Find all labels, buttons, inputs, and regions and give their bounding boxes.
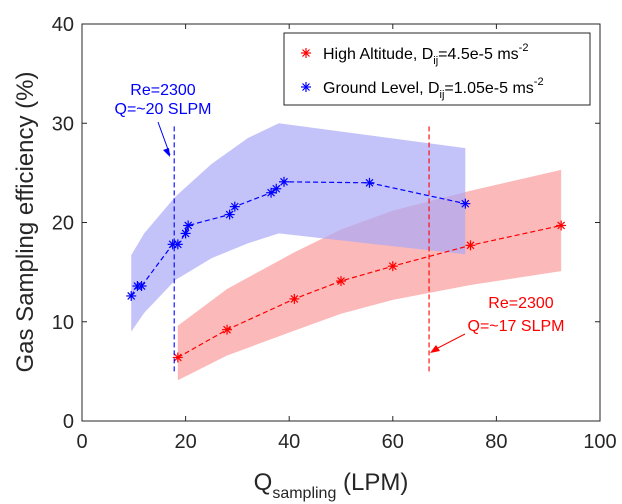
high-altitude-point: [336, 276, 346, 287]
ground-level-point: [126, 290, 137, 301]
x-axis-title-unit: (LPM): [336, 469, 408, 496]
reference-lines-layer: [173, 125, 430, 372]
ground-level-point: [229, 201, 240, 212]
annotation-blue-arrowhead: [163, 148, 170, 157]
annotation-red-arrowhead: [430, 345, 440, 353]
high-altitude-point: [289, 293, 300, 304]
y-axis-title: Gas Sampling efficiency (%): [12, 71, 39, 372]
x-axis-title-sub: sampling: [272, 485, 336, 502]
high-altitude-point: [172, 352, 183, 363]
ground-level-point: [271, 183, 282, 194]
x-tick-label-80: 80: [485, 431, 507, 453]
markers-layer: [126, 176, 567, 363]
x-axis-title-main: Q: [254, 469, 273, 496]
x-tick-label-40: 40: [278, 431, 300, 453]
ticks-layer: 0 20 40 60 80 100 0 10 20 30 40: [52, 14, 617, 453]
high-altitude-point: [465, 240, 476, 251]
legend-ground-level-asterisk: [301, 82, 311, 92]
ground-level-point: [364, 177, 375, 188]
ground-level-point: [266, 187, 277, 198]
ground-level-point: [279, 176, 290, 187]
y-tick-label-20: 20: [52, 213, 74, 235]
ground-level-band: [131, 123, 466, 332]
bands-layer: [131, 123, 562, 381]
high-altitude-point: [222, 324, 233, 335]
legend-label-ground-level: Ground Level, Dij=1.05e-5 ms-2: [323, 76, 544, 101]
legend-marker-ground-level: [301, 82, 311, 92]
x-axis-title: Qsampling (LPM): [254, 469, 409, 502]
ground-level-point: [172, 239, 183, 250]
annotation-blue-line1: Re=2300: [130, 82, 195, 99]
ground-level-point: [183, 220, 194, 231]
high-altitude-point: [556, 220, 567, 231]
annotation-red-line2: Q=~17 SLPM: [468, 318, 565, 335]
x-tick-label-0: 0: [76, 431, 87, 453]
annotation-red-line1: Re=2300: [488, 295, 553, 312]
annotation-red-arrow-shaft: [433, 333, 466, 351]
x-tick-label-100: 100: [583, 431, 616, 453]
x-tick-label-20: 20: [174, 431, 196, 453]
y-tick-label-30: 30: [52, 113, 74, 135]
annotations-layer: Re=2300 Q=~20 SLPM Re=2300 Q=~17 SLPM: [115, 82, 565, 353]
legend-high-altitude-asterisk: [301, 48, 311, 58]
legend-box: [283, 32, 591, 106]
ground-level-point: [136, 281, 147, 292]
legend-label-high-altitude: High Altitude, Dij=4.5e-5 ms-2: [323, 42, 528, 67]
ground-level-point: [460, 198, 471, 209]
ground-level-point: [180, 228, 191, 239]
y-tick-label-40: 40: [52, 14, 74, 36]
x-tick-label-60: 60: [382, 431, 404, 453]
y-tick-label-0: 0: [63, 411, 74, 433]
annotation-blue-line2: Q=~20 SLPM: [115, 101, 212, 118]
high-altitude-point: [387, 261, 398, 272]
ground-level-point: [224, 209, 235, 220]
y-tick-label-10: 10: [52, 312, 74, 334]
legend-marker-high-altitude: [301, 48, 311, 58]
legend: High Altitude, Dij=4.5e-5 ms-2 Ground Le…: [283, 32, 591, 106]
